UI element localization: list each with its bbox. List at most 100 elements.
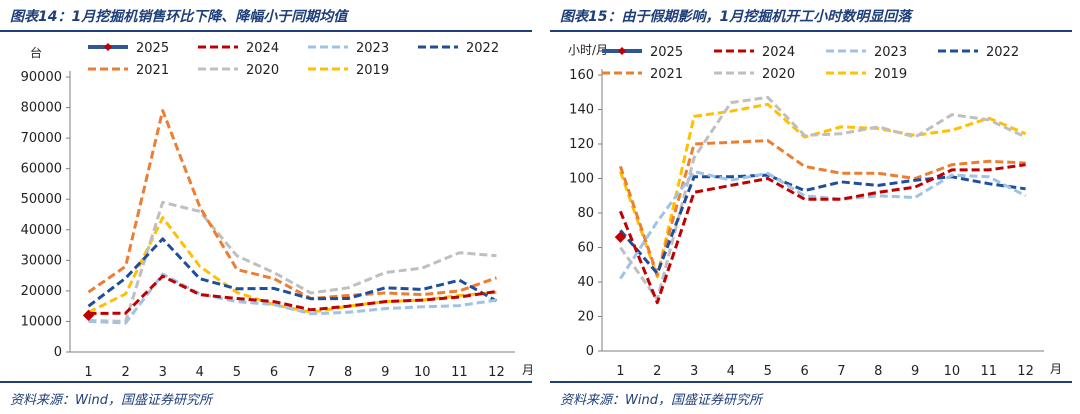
x-tick-label: 7 <box>837 364 845 379</box>
x-tick-label: 1 <box>616 364 624 379</box>
y-tick-label: 30000 <box>21 253 62 268</box>
legend-label: 2021 <box>650 67 683 82</box>
legend-label: 2019 <box>874 67 907 82</box>
right-source-bar: 资料来源：Wind，国盛证券研究所 <box>550 381 1072 414</box>
x-tick-label: 6 <box>800 364 808 379</box>
legend-item-2021: 2021 <box>88 63 169 78</box>
legend-label: 2020 <box>246 63 279 78</box>
legend-label: 2022 <box>466 41 499 56</box>
series-line-2021 <box>618 139 1026 277</box>
legend-label: 2024 <box>762 45 795 60</box>
legend-label: 2025 <box>136 41 169 56</box>
series-line-2019 <box>618 102 1027 279</box>
legend-item-2019: 2019 <box>826 67 907 82</box>
y-tick-label: 0 <box>54 345 62 360</box>
series-point-2025 <box>82 309 95 322</box>
series-line-2019 <box>87 216 497 314</box>
x-tick-label: 8 <box>344 365 352 380</box>
legend-label: 2025 <box>650 45 683 60</box>
right-source-note: 资料来源：Wind，国盛证券研究所 <box>560 393 762 408</box>
y-tick-label: 60 <box>577 241 594 256</box>
y-tick-label: 140 <box>569 103 594 118</box>
legend-item-2020: 2020 <box>198 63 279 78</box>
legend-item-2025: 2025 <box>602 45 683 60</box>
left-line-chart: 台 0 10000 20000 30000 40000 50000 60000 70000 800… <box>21 41 534 380</box>
series-point-2025 <box>614 231 627 243</box>
left-source-note: 资料来源：Wind，国盛证券研究所 <box>10 393 212 408</box>
legend-item-2019: 2019 <box>308 63 389 78</box>
x-tick-label: 12 <box>488 365 505 380</box>
left-title-bar: 图表14：1月挖掘机销售环比下降、降幅小于同期均值 <box>0 0 532 32</box>
y-tick-label: 100 <box>569 172 594 187</box>
legend-item-2023: 2023 <box>308 41 389 56</box>
left-chart-panel: 图表14：1月挖掘机销售环比下降、降幅小于同期均值 台 0 10000 20000 30… <box>0 0 540 412</box>
series-line-2020 <box>619 95 1027 301</box>
y-tick-label: 90000 <box>21 70 62 85</box>
y-axis-unit-label: 小时/月 <box>568 43 608 57</box>
y-tick-label: 10000 <box>21 314 62 329</box>
x-axis-unit-label: 月 <box>1050 362 1062 376</box>
series-line-2024 <box>619 163 1026 305</box>
right-title-bar: 图表15：由于假期影响，1月挖掘机开工小时数明显回落 <box>550 0 1072 32</box>
y-tick-label: 120 <box>569 137 594 152</box>
x-tick-label: 10 <box>414 365 431 380</box>
x-tick-label: 11 <box>451 365 468 380</box>
x-tick-label: 5 <box>233 365 241 380</box>
y-tick-label: 160 <box>569 68 594 83</box>
series-line-2020 <box>88 200 497 323</box>
y-tick-label: 20 <box>577 310 594 325</box>
x-tick-label: 12 <box>1017 364 1034 379</box>
legend-item-2022: 2022 <box>938 45 1019 60</box>
y-tick-label: 80 <box>577 206 594 221</box>
legend-item-2024: 2024 <box>714 45 795 60</box>
right-chart-title: 图表15：由于假期影响，1月挖掘机开工小时数明显回落 <box>560 9 912 25</box>
series-line-2023 <box>619 170 1027 280</box>
x-tick-label: 1 <box>84 365 92 380</box>
x-tick-label: 9 <box>381 365 389 380</box>
legend-label: 2024 <box>246 41 279 56</box>
y-tick-label: 40000 <box>21 223 62 238</box>
series-line-2022 <box>619 173 1026 275</box>
x-tick-label: 2 <box>121 365 129 380</box>
legend-marker <box>618 47 626 55</box>
x-tick-label: 11 <box>980 364 997 379</box>
legend-label: 2020 <box>762 67 795 82</box>
x-tick-label: 9 <box>911 364 919 379</box>
x-tick-label: 4 <box>727 364 735 379</box>
x-axis-unit-label: 月 <box>522 363 534 377</box>
x-tick-label: 6 <box>270 365 278 380</box>
legend-item-2021: 2021 <box>602 67 683 82</box>
series-line-2024 <box>88 274 497 315</box>
legend-label: 2023 <box>874 45 907 60</box>
y-tick-label: 50000 <box>21 192 62 207</box>
y-tick-label: 20000 <box>21 284 62 299</box>
y-tick-label: 70000 <box>21 131 62 146</box>
legend-item-2020: 2020 <box>714 67 795 82</box>
x-tick-label: 7 <box>307 365 315 380</box>
y-tick-label: 0 <box>586 344 594 359</box>
legend-marker <box>104 43 112 51</box>
x-tick-label: 3 <box>690 364 698 379</box>
series-line-2021 <box>87 109 497 300</box>
y-tick-label: 60000 <box>21 162 62 177</box>
legend-label: 2022 <box>986 45 1019 60</box>
legend-item-2024: 2024 <box>198 41 279 56</box>
left-chart-title: 图表14：1月挖掘机销售环比下降、降幅小于同期均值 <box>10 9 348 25</box>
legend-label: 2021 <box>136 63 169 78</box>
legend-label: 2023 <box>356 41 389 56</box>
x-tick-label: 2 <box>653 364 661 379</box>
series-line-2022 <box>87 237 498 308</box>
legend-item-2023: 2023 <box>826 45 907 60</box>
x-tick-label: 8 <box>874 364 882 379</box>
series-line-2023 <box>88 272 497 325</box>
y-tick-label: 80000 <box>21 101 62 116</box>
left-source-bar: 资料来源：Wind，国盛证券研究所 <box>0 381 532 414</box>
right-chart-panel: 图表15：由于假期影响，1月挖掘机开工小时数明显回落 小时/月 0 20 40 60 80… <box>550 0 1080 412</box>
x-tick-label: 4 <box>196 365 204 380</box>
y-axis-unit-label: 台 <box>30 45 42 60</box>
x-tick-label: 5 <box>764 364 772 379</box>
x-tick-label: 3 <box>159 365 167 380</box>
legend-item-2022: 2022 <box>418 41 499 56</box>
legend-label: 2019 <box>356 63 389 78</box>
